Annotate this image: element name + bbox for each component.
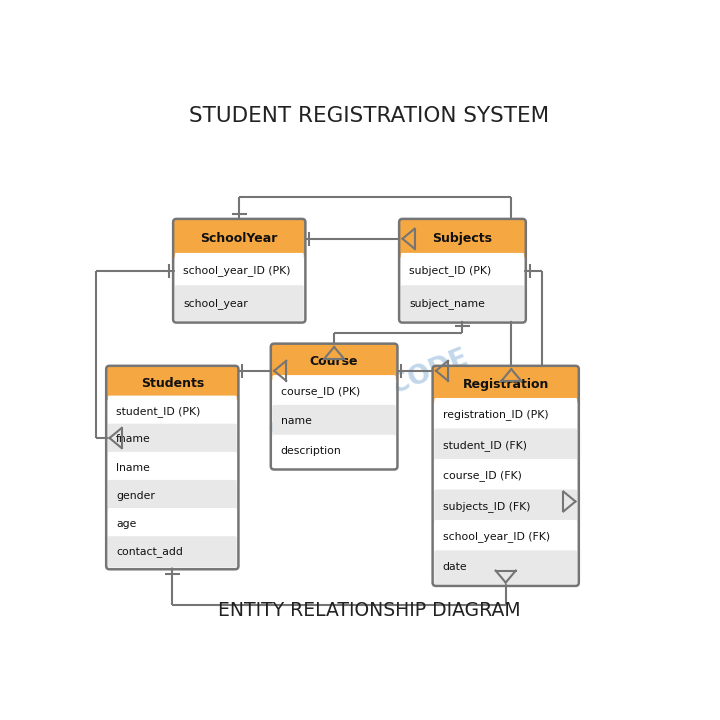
- Text: school_year_ID (FK): school_year_ID (FK): [443, 531, 550, 542]
- FancyBboxPatch shape: [434, 459, 577, 492]
- FancyBboxPatch shape: [272, 435, 396, 468]
- Text: gender: gender: [116, 490, 155, 500]
- FancyBboxPatch shape: [434, 490, 577, 523]
- Text: name: name: [281, 416, 312, 426]
- Text: subject_ID (PK): subject_ID (PK): [409, 265, 492, 276]
- Text: subjects_ID (FK): subjects_ID (FK): [443, 501, 530, 512]
- Text: student_ID (FK): student_ID (FK): [443, 440, 526, 451]
- Text: description: description: [281, 446, 341, 456]
- Text: age: age: [116, 519, 137, 528]
- FancyBboxPatch shape: [108, 395, 237, 427]
- FancyBboxPatch shape: [271, 343, 397, 380]
- Text: Course: Course: [310, 356, 359, 369]
- Text: school_year_ID (PK): school_year_ID (PK): [183, 265, 291, 276]
- Text: student_ID (PK): student_ID (PK): [116, 406, 201, 417]
- FancyBboxPatch shape: [108, 536, 237, 567]
- Text: fname: fname: [116, 434, 151, 444]
- FancyBboxPatch shape: [108, 480, 237, 511]
- FancyBboxPatch shape: [434, 428, 577, 462]
- FancyBboxPatch shape: [272, 375, 396, 408]
- FancyBboxPatch shape: [401, 285, 524, 321]
- FancyBboxPatch shape: [433, 366, 579, 403]
- FancyBboxPatch shape: [108, 452, 237, 483]
- Text: subject_name: subject_name: [409, 297, 485, 309]
- FancyBboxPatch shape: [108, 423, 237, 455]
- FancyBboxPatch shape: [106, 366, 238, 400]
- Text: school_year: school_year: [183, 297, 248, 309]
- Text: SOURCE CODE: SOURCE CODE: [266, 345, 472, 449]
- FancyBboxPatch shape: [434, 398, 577, 432]
- FancyBboxPatch shape: [173, 219, 305, 258]
- Text: Students: Students: [140, 377, 204, 390]
- FancyBboxPatch shape: [108, 508, 237, 539]
- Text: date: date: [443, 562, 467, 572]
- Text: course_ID (PK): course_ID (PK): [281, 386, 360, 397]
- Text: SchoolYear: SchoolYear: [201, 232, 278, 245]
- FancyBboxPatch shape: [434, 550, 577, 584]
- Text: Registration: Registration: [462, 378, 549, 391]
- FancyBboxPatch shape: [272, 405, 396, 438]
- Text: ENTITY RELATIONSHIP DIAGRAM: ENTITY RELATIONSHIP DIAGRAM: [217, 600, 521, 620]
- Text: contact_add: contact_add: [116, 546, 183, 557]
- FancyBboxPatch shape: [175, 253, 304, 289]
- FancyBboxPatch shape: [401, 253, 524, 289]
- Text: lname: lname: [116, 462, 150, 472]
- Text: registration_ID (PK): registration_ID (PK): [443, 410, 549, 420]
- FancyBboxPatch shape: [434, 520, 577, 554]
- FancyBboxPatch shape: [399, 219, 526, 258]
- FancyBboxPatch shape: [175, 285, 304, 321]
- Text: STUDENT REGISTRATION SYSTEM: STUDENT REGISTRATION SYSTEM: [189, 106, 549, 126]
- Text: course_ID (FK): course_ID (FK): [443, 470, 521, 481]
- Text: Subjects: Subjects: [433, 232, 492, 245]
